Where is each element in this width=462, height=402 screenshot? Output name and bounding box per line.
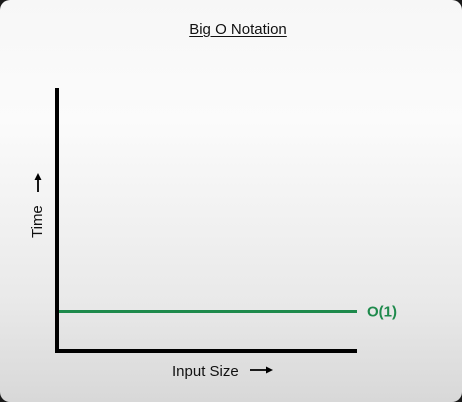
x-axis-arrow-icon [250,366,273,374]
chart-title: Big O Notation [189,21,287,38]
y-axis-label: Time [29,205,46,238]
series-label-0: O(1) [367,304,397,321]
x-axis-label: Input Size [172,363,239,380]
y-axis-arrow-icon [34,173,42,192]
